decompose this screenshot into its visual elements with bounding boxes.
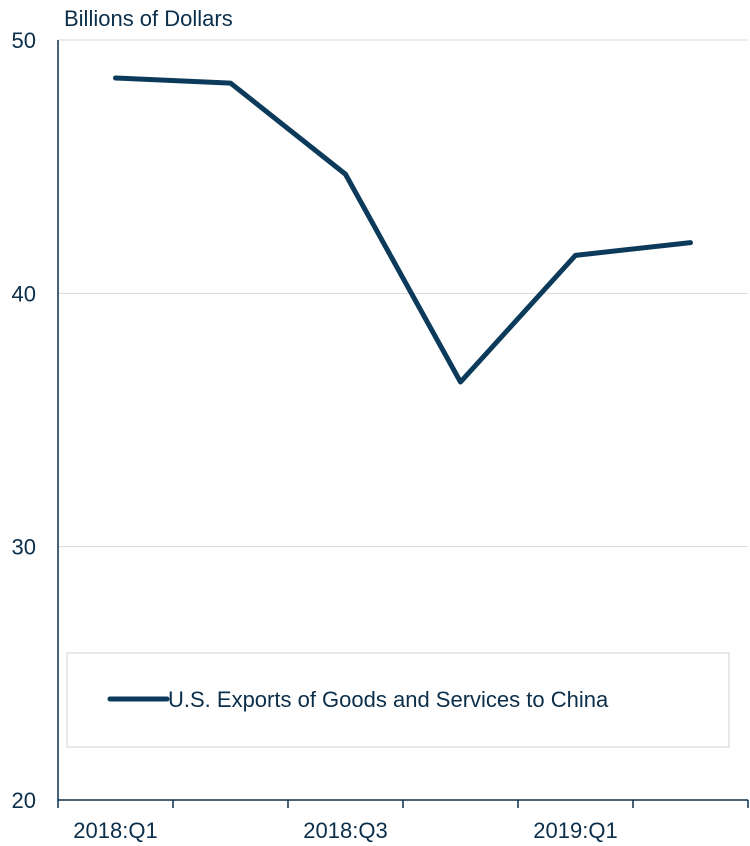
gridlines: [58, 39, 748, 548]
legend: U.S. Exports of Goods and Services to Ch…: [66, 652, 730, 748]
legend-box: [66, 652, 730, 748]
y-axis-unit-label: Billions of Dollars: [64, 6, 233, 31]
x-tick-label: 2018:Q3: [303, 818, 387, 843]
x-tick-label: 2018:Q1: [73, 818, 157, 843]
y-tick-labels: 20 30 40 50: [12, 28, 36, 813]
y-tick-label: 50: [12, 28, 36, 53]
y-tick-label: 30: [12, 535, 36, 560]
series-lines: [113, 75, 693, 385]
y-tick-label: 40: [12, 281, 36, 306]
x-tick-label: 2019:Q1: [533, 818, 617, 843]
y-tick-label: 20: [12, 788, 36, 813]
x-tick-labels: 2018:Q1 2018:Q3 2019:Q1: [57, 800, 749, 843]
series-line: [113, 75, 693, 385]
legend-label: U.S. Exports of Goods and Services to Ch…: [168, 687, 609, 712]
